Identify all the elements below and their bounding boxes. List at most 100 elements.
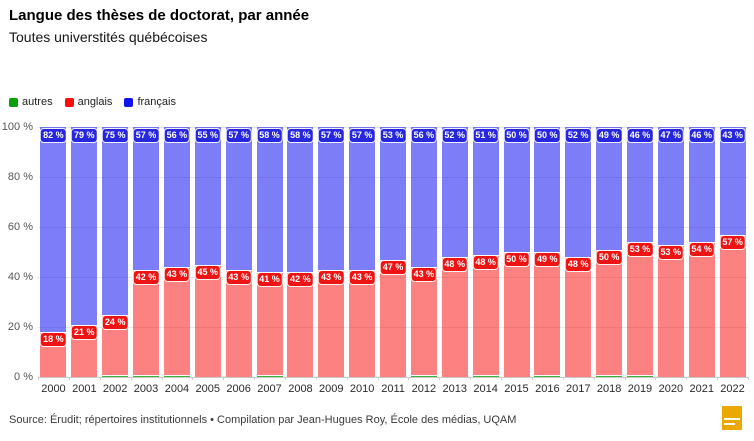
x-axis-label: 2010 <box>349 383 375 395</box>
segment-autres <box>627 374 653 377</box>
segment-anglais <box>225 269 252 377</box>
segment-autres <box>596 374 623 377</box>
bar-label-francais: 49 % <box>596 129 622 142</box>
x-axis-label: 2022 <box>720 383 745 395</box>
segment-anglais <box>287 272 314 377</box>
bar-label-francais: 47 % <box>658 129 684 142</box>
segment-autres <box>410 374 437 377</box>
x-axis-tick <box>717 377 719 380</box>
x-axis-label: 2014 <box>473 383 498 395</box>
bar-2000: 82 % 18 % <box>40 127 67 377</box>
x-axis-tick <box>130 377 132 380</box>
legend-item-anglais: anglais <box>64 96 113 108</box>
chart-area: 0 % 20 % 40 % 60 % 80 % 100 % 82 % 18 % 79 % 21 … <box>0 121 754 397</box>
bar-label-francais: 57 % <box>133 129 159 142</box>
logo-badge-line <box>724 423 735 425</box>
bar-label-francais: 50 % <box>535 129 560 142</box>
segment-francais <box>410 127 437 267</box>
segment-francais <box>256 127 283 272</box>
x-axis-tick <box>655 377 657 380</box>
bar-2001: 79 % 21 % <box>71 127 98 377</box>
bar-label-anglais: 42 % <box>133 270 159 284</box>
x-axis-tick <box>161 377 163 380</box>
bar-2017: 52 % 48 % <box>565 127 592 377</box>
x-axis-label: 2019 <box>627 383 653 395</box>
bar-label-anglais: 53 % <box>658 245 684 259</box>
segment-anglais <box>318 269 345 377</box>
x-axis-label: 2001 <box>72 383 97 395</box>
segment-autres <box>472 374 499 377</box>
gridline <box>38 377 748 378</box>
x-axis-label: 2008 <box>288 383 313 395</box>
segment-anglais <box>163 267 190 375</box>
x-axis-label: 2015 <box>504 383 529 395</box>
x-axis-label: 2002 <box>102 383 128 395</box>
bar-label-anglais: 54 % <box>689 243 714 256</box>
bar-label-francais: 57 % <box>226 129 251 142</box>
bar-label-francais: 46 % <box>689 129 714 142</box>
x-axis-tick <box>531 377 533 380</box>
x-axis-label: 2018 <box>596 383 622 395</box>
segment-francais <box>287 127 314 272</box>
x-axis-tick <box>501 377 502 380</box>
segment-francais <box>596 127 623 250</box>
bar-2010: 57 % 43 % <box>349 127 376 377</box>
segment-francais <box>534 127 561 252</box>
y-axis: 0 % 20 % 40 % 60 % 80 % 100 % <box>0 121 33 383</box>
bar-label-anglais: 47 % <box>380 260 406 274</box>
bar-2005: 55 % 45 % <box>194 127 221 377</box>
x-axis-tick <box>624 377 626 380</box>
segment-francais <box>225 127 252 270</box>
bar-2009: 57 % 43 % <box>318 127 345 377</box>
bar-2015: 50 % 50 % <box>503 127 530 377</box>
x-axis-tick <box>439 377 441 380</box>
x-axis-tick <box>223 377 225 380</box>
bar-label-francais: 82 % <box>41 129 66 142</box>
segment-francais <box>194 127 221 265</box>
segment-anglais <box>472 254 499 375</box>
x-axis-label: 2006 <box>226 383 251 395</box>
bar-label-anglais: 21 % <box>72 325 97 339</box>
x-axis-tick <box>408 377 410 380</box>
x-axis-label: 2013 <box>442 383 467 395</box>
bar-label-francais: 75 % <box>102 129 128 142</box>
bar-2004: 56 % 43 % <box>163 127 190 377</box>
bar-label-francais: 56 % <box>411 129 437 142</box>
y-axis-tick-label: 40 % <box>7 271 33 283</box>
x-axis-label: 2012 <box>411 383 437 395</box>
segment-autres <box>534 374 561 377</box>
bar-2006: 57 % 43 % <box>225 127 252 377</box>
bar-label-francais: 79 % <box>72 129 97 142</box>
bar-2002: 75 % 24 % <box>102 127 129 377</box>
bar-label-francais: 52 % <box>442 129 467 142</box>
segment-anglais <box>194 264 221 377</box>
x-axis-tick <box>68 377 70 380</box>
x-axis-tick <box>346 377 348 380</box>
segment-anglais <box>441 257 468 377</box>
x-axis-label: 2009 <box>319 383 344 395</box>
segment-anglais <box>410 267 437 375</box>
segment-francais <box>40 127 67 332</box>
x-axis-label: 2020 <box>658 383 684 395</box>
bar-2008: 58 % 42 % <box>287 127 314 377</box>
x-axis-label: 2007 <box>257 383 282 395</box>
x-axis-tick <box>315 377 317 380</box>
x-axis-tick <box>748 377 749 380</box>
bar-2011: 53 % 47 % <box>380 127 406 377</box>
legend-item-francais: français <box>124 96 176 108</box>
bar-2007: 58 % 41 % <box>256 127 283 377</box>
segment-anglais <box>256 272 283 375</box>
bar-label-anglais: 41 % <box>257 273 282 286</box>
segment-autres <box>133 374 159 377</box>
segment-francais <box>441 127 468 257</box>
bar-label-anglais: 42 % <box>288 273 313 286</box>
bar-label-francais: 53 % <box>380 129 406 142</box>
bar-label-francais: 58 % <box>288 129 313 142</box>
x-axis-tick <box>192 377 194 380</box>
legend-label-anglais: anglais <box>77 96 113 108</box>
x-axis-label: 2000 <box>41 383 66 395</box>
bar-label-francais: 46 % <box>627 129 653 142</box>
segment-anglais <box>503 252 530 377</box>
bar-label-anglais: 24 % <box>102 315 128 329</box>
segment-francais <box>565 127 592 257</box>
